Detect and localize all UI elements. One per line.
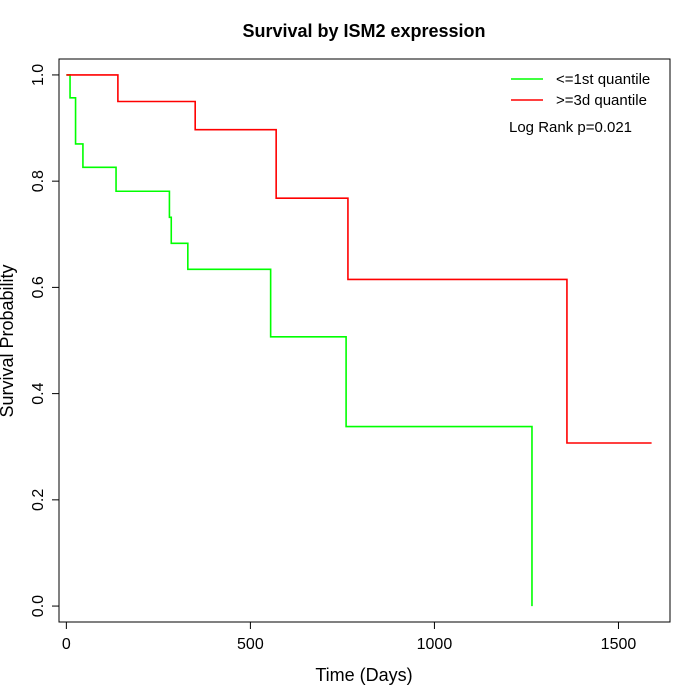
survival-curve-series-1 <box>66 74 533 607</box>
x-tick-label: 1000 <box>417 636 453 653</box>
x-tick-label: 500 <box>237 636 264 653</box>
x-tick-label: 0 <box>62 636 71 653</box>
y-tick-label: 0.4 <box>30 382 47 404</box>
x-axis: 0 500 1000 1500 <box>62 622 636 653</box>
y-axis-label: Survival Probability <box>0 264 17 417</box>
y-tick-label: 1.0 <box>30 64 47 86</box>
legend-label: <=1st quantile <box>556 71 650 88</box>
plot-frame <box>58 58 671 623</box>
x-tick-label: 1500 <box>601 636 637 653</box>
chart-title: Survival by ISM2 expression <box>242 21 485 41</box>
y-axis: 0.0 0.2 0.4 0.6 0.8 1.0 <box>30 64 59 617</box>
legend-label: >=3d quantile <box>556 92 647 109</box>
series-layer <box>66 74 652 607</box>
survival-curve-series-2 <box>66 74 652 444</box>
y-tick-label: 0.0 <box>30 595 47 617</box>
legend: <=1st quantile >=3d quantile <box>511 71 650 109</box>
y-tick-label: 0.6 <box>30 276 47 298</box>
x-axis-label: Time (Days) <box>315 665 412 685</box>
log-rank-annotation: Log Rank p=0.021 <box>509 119 632 136</box>
y-tick-label: 0.2 <box>30 489 47 511</box>
y-tick-label: 0.8 <box>30 170 47 192</box>
